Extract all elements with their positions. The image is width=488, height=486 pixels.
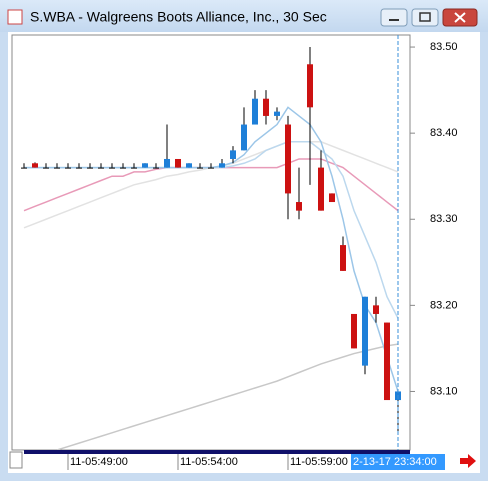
candle-body [175,158,181,168]
plot-area [11,34,411,451]
cursor-label-box [351,454,445,470]
candle-body [384,322,390,401]
maximize-icon [419,12,431,22]
chart-title: S.WBA - Walgreens Boots Alliance, Inc., … [30,9,327,25]
candle-body [351,313,357,349]
candle-body [329,193,335,203]
candle-body [318,167,324,211]
candle-body [76,167,82,169]
candle-body [230,150,236,159]
candle-body [32,163,38,168]
candle-body [263,98,269,116]
x-tick-label: 11-05:54:00 [180,456,238,468]
candle-body [21,167,27,169]
y-tick-label: 83.40 [430,127,458,139]
candle-body [274,111,280,116]
y-tick-label: 83.50 [430,41,458,53]
moving-average-line [56,343,399,451]
minimize-button[interactable] [380,8,408,27]
candle-body [252,98,258,125]
candle-body [98,167,104,169]
candle-body [153,167,159,169]
close-icon [454,12,466,23]
y-tick-label: 83.30 [430,213,458,225]
candle-body [120,167,126,169]
cursor-label: 2-13-17 23:34:00 [353,456,437,468]
candle-body [362,296,368,366]
candle-body [373,305,379,314]
candle-body [186,163,192,168]
candle-body [197,167,203,169]
candle-body [285,124,291,194]
candle-body [241,124,247,151]
candle-body [307,64,313,108]
candle-body [54,167,60,169]
candle-body [109,167,115,169]
scroll-box[interactable] [9,451,23,469]
candle-body [296,202,302,211]
candle-body [219,163,225,168]
app-icon [7,9,23,25]
maximize-button[interactable] [411,8,439,27]
candle-body [340,245,346,271]
scroll-bar [24,450,410,454]
candle-body [142,163,148,168]
candle-body [208,167,214,169]
candle-body [87,167,93,169]
scroll-right-arrow[interactable] [460,454,476,468]
y-tick-label: 83.10 [430,385,458,397]
candle-body [65,167,71,169]
y-tick-label: 83.20 [430,299,458,311]
candle-body [164,158,170,168]
candle-body [131,167,137,169]
candle-body [43,167,49,169]
x-tick-label: 11-05:49:00 [70,456,128,468]
x-tick-label: 11-05:59:00 [290,456,348,468]
plot-content [21,47,401,451]
